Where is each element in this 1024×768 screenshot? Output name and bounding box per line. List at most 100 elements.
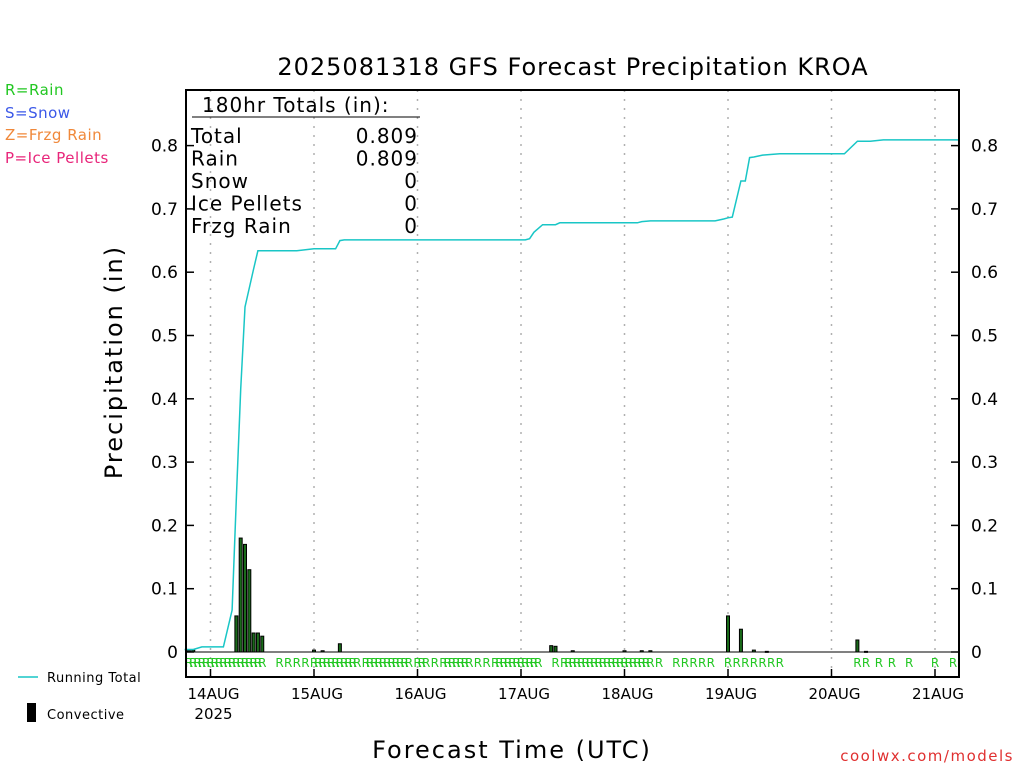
ptype-mark-102: R	[776, 656, 784, 670]
y-tick-label-right-4: 0.4	[971, 390, 998, 410]
ptype-mark-88: R	[642, 656, 650, 670]
ptype-mark-81: R	[612, 656, 620, 670]
ptype-mark-85: R	[629, 656, 637, 670]
ptype-mark-58: R	[495, 656, 503, 670]
x-tick-label-5: 19AUG	[705, 685, 757, 703]
running-total-legend-label: Running Total	[47, 671, 141, 686]
ptype-mark-64: R	[521, 656, 529, 670]
ptype-mark-42: R	[400, 656, 408, 670]
ptype-mark-12: R	[237, 656, 245, 670]
convective-bar-10	[320, 650, 325, 653]
ptype-mark-26: R	[327, 656, 335, 670]
ptype-mark-10: R	[228, 656, 236, 670]
ptype-mark-105: R	[875, 656, 883, 670]
ptype-mark-15: R	[249, 656, 257, 670]
ptype-mark-53: R	[461, 656, 469, 670]
x-tick-label-0: 14AUG	[188, 685, 240, 703]
ptype-mark-7: R	[215, 656, 223, 670]
totals-box: 180hr Totals (in): Total 0.809 Rain 0.809 Sn…	[190, 93, 420, 238]
ptype-mark-84: R	[625, 656, 633, 670]
ptype-mark-56: R	[482, 656, 490, 670]
convective-bars	[186, 537, 868, 653]
plot-frame	[185, 89, 960, 678]
legend-key-rain: R=Rain	[5, 81, 64, 99]
ptype-mark-60: R	[504, 656, 512, 670]
x-tick-label-7: 21AUG	[912, 685, 964, 703]
ptype-mark-106: R	[888, 656, 896, 670]
convective-bar-14	[570, 650, 575, 653]
convective-bar-6	[251, 632, 256, 653]
totals-value-3: 0	[404, 192, 418, 216]
ptype-mark-59: R	[500, 656, 508, 670]
credit-text: coolwx.com/models	[840, 747, 1014, 765]
ptype-mark-86: R	[633, 656, 641, 670]
ptype-mark-94: R	[698, 656, 706, 670]
x-tick-label-4: 18AUG	[602, 685, 654, 703]
y-tick-label-left-2: 0.2	[151, 516, 178, 536]
y-tick-label-left-0: 0	[167, 643, 178, 663]
y-tick-label-right-5: 0.5	[971, 327, 998, 347]
y-tick-label-right-6: 0.6	[971, 263, 998, 283]
ptype-mark-108: R	[931, 656, 939, 670]
ptype-mark-78: R	[599, 656, 607, 670]
ptype-mark-44: R	[413, 656, 421, 670]
ptype-mark-82: R	[616, 656, 624, 670]
convective-bar-18	[726, 615, 730, 653]
ptype-mark-80: R	[607, 656, 615, 670]
legend-key-ice-pellets: P=Ice Pellets	[5, 149, 109, 167]
totals-label-4: Frzg Rain	[191, 214, 292, 238]
ptype-mark-51: R	[452, 656, 460, 670]
y-axis-label: Precipitation (in)	[100, 245, 128, 479]
ptype-mark-49: R	[444, 656, 452, 670]
y-tick-label-left-8: 0.8	[151, 137, 178, 157]
ptype-mark-61: R	[508, 656, 516, 670]
ptype-mark-71: R	[569, 656, 577, 670]
ptype-mark-4: R	[202, 656, 210, 670]
ptype-mark-38: R	[383, 656, 391, 670]
convective-bar-16	[639, 650, 644, 653]
ptype-mark-50: R	[448, 656, 456, 670]
totals-value-0: 0.809	[356, 124, 418, 148]
convective-bar-17	[648, 650, 653, 653]
ptype-mark-34: R	[366, 656, 374, 670]
x-tick-label-2: 16AUG	[395, 685, 447, 703]
convective-bar-11	[337, 643, 342, 653]
ptype-mark-31: R	[349, 656, 357, 670]
ptype-mark-79: R	[603, 656, 611, 670]
totals-value-1: 0.809	[356, 147, 418, 171]
totals-label-2: Snow	[191, 169, 249, 193]
totals-label-3: Ice Pellets	[191, 192, 303, 216]
ptype-mark-16: R	[254, 656, 262, 670]
ptype-mark-72: R	[573, 656, 581, 670]
convective-bar-8	[260, 635, 265, 653]
ptype-mark-48: R	[439, 656, 447, 670]
convective-bar-15	[622, 650, 627, 653]
convective-bar-13	[553, 645, 558, 653]
convective-legend-swatch	[27, 703, 36, 722]
ptype-mark-33: R	[362, 656, 370, 670]
ptype-mark-66: R	[530, 656, 538, 670]
ptype-mark-69: R	[560, 656, 568, 670]
ptype-mark-35: R	[370, 656, 378, 670]
y-tick-label-right-7: 0.7	[971, 200, 998, 220]
convective-bar-23	[864, 650, 868, 653]
ptype-mark-52: R	[456, 656, 464, 670]
ptype-mark-24: R	[318, 656, 326, 670]
ptype-mark-93: R	[689, 656, 697, 670]
ptype-mark-98: R	[741, 656, 749, 670]
convective-bar-12	[549, 645, 554, 653]
ptype-mark-73: R	[577, 656, 585, 670]
ptype-mark-68: R	[551, 656, 559, 670]
convective-bar-21	[764, 650, 769, 653]
x-tick-sublabel-0: 2025	[194, 705, 232, 723]
convective-bar-4	[243, 543, 247, 653]
convective-bar-9	[312, 649, 316, 653]
ptype-mark-20: R	[293, 656, 301, 670]
grid-lines	[186, 90, 959, 677]
ptype-mark-22: R	[310, 656, 318, 670]
ptype-mark-17: R	[258, 656, 266, 670]
ptype-mark-89: R	[646, 656, 654, 670]
ptype-mark-28: R	[336, 656, 344, 670]
